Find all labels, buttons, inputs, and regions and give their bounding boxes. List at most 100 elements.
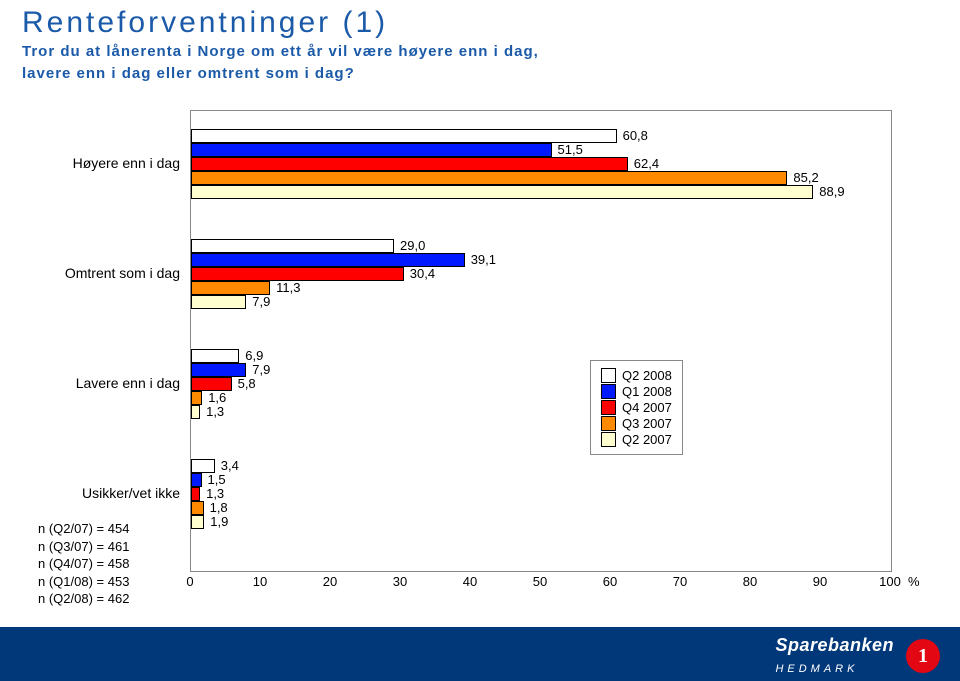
legend-item: Q3 2007 [601, 416, 672, 431]
legend-label: Q2 2007 [622, 432, 672, 447]
bar [191, 515, 204, 529]
bar [191, 267, 404, 281]
bar-value-label: 1,8 [210, 500, 228, 515]
x-tick: 0 [186, 574, 193, 589]
brand-badge-text: 1 [918, 645, 928, 668]
legend-item: Q2 2008 [601, 368, 672, 383]
bar-row: 7,9 [191, 295, 891, 309]
bar [191, 171, 787, 185]
bar [191, 281, 270, 295]
bar-row: 1,8 [191, 501, 891, 515]
bar-row: 30,4 [191, 267, 891, 281]
brand-main: Sparebanken [775, 635, 894, 655]
bar-value-label: 1,9 [210, 514, 228, 529]
x-tick: 70 [673, 574, 687, 589]
bar-row: 7,9 [191, 363, 891, 377]
brand-text: Sparebanken HEDMARK [775, 635, 894, 677]
chart: 60,851,562,485,288,929,039,130,411,37,96… [40, 110, 920, 570]
category-label: Omtrent som i dag [40, 265, 180, 281]
subtitle-line-1: Tror du at lånerenta i Norge om ett år v… [0, 40, 960, 62]
legend-label: Q4 2007 [622, 400, 672, 415]
footnote-line: n (Q4/07) = 458 [38, 555, 129, 573]
bar-row: 85,2 [191, 171, 891, 185]
bar-row: 60,8 [191, 129, 891, 143]
bar [191, 253, 465, 267]
bar-row: 11,3 [191, 281, 891, 295]
bar-row: 51,5 [191, 143, 891, 157]
bar-value-label: 1,3 [206, 486, 224, 501]
bar [191, 391, 202, 405]
bar [191, 473, 202, 487]
legend-item: Q1 2008 [601, 384, 672, 399]
bar-value-label: 1,5 [208, 472, 226, 487]
bar [191, 459, 215, 473]
legend-item: Q4 2007 [601, 400, 672, 415]
bar [191, 377, 232, 391]
bar-value-label: 60,8 [623, 128, 648, 143]
bar-row: 1,9 [191, 515, 891, 529]
bar-row: 6,9 [191, 349, 891, 363]
legend-swatch [601, 416, 616, 431]
legend-label: Q3 2007 [622, 416, 672, 431]
x-tick: 60 [603, 574, 617, 589]
bar-value-label: 88,9 [819, 184, 844, 199]
bar-row: 5,8 [191, 377, 891, 391]
legend-swatch [601, 400, 616, 415]
x-tick: 30 [393, 574, 407, 589]
bar-value-label: 85,2 [793, 170, 818, 185]
legend-swatch [601, 368, 616, 383]
category-label: Usikker/vet ikke [40, 485, 180, 501]
brand-sub: HEDMARK [775, 663, 858, 675]
x-tick: 100 [879, 574, 901, 589]
subtitle-line-2: lavere enn i dag eller omtrent som i dag… [0, 62, 960, 84]
bar [191, 157, 628, 171]
bar [191, 185, 813, 199]
bar-row: 1,3 [191, 405, 891, 419]
bar-row: 62,4 [191, 157, 891, 171]
bar [191, 487, 200, 501]
footer-brand: Sparebanken HEDMARK 1 [775, 635, 940, 677]
bar-value-label: 11,3 [276, 280, 300, 295]
bar-row: 1,5 [191, 473, 891, 487]
footnote-line: n (Q2/08) = 462 [38, 590, 129, 608]
legend-label: Q2 2008 [622, 368, 672, 383]
bar-value-label: 29,0 [400, 238, 425, 253]
x-tick: 50 [533, 574, 547, 589]
bar-row: 29,0 [191, 239, 891, 253]
x-tick: 90 [813, 574, 827, 589]
bar-row: 39,1 [191, 253, 891, 267]
bar-value-label: 7,9 [252, 362, 270, 377]
x-tick: 10 [253, 574, 267, 589]
slide: Renteforventninger (1) Tror du at lånere… [0, 0, 960, 681]
bar-value-label: 1,3 [206, 404, 224, 419]
legend-swatch [601, 432, 616, 447]
category-label: Lavere enn i dag [40, 375, 180, 391]
legend-item: Q2 2007 [601, 432, 672, 447]
sample-size-notes: n (Q2/07) = 454n (Q3/07) = 461n (Q4/07) … [38, 520, 129, 608]
legend-label: Q1 2008 [622, 384, 672, 399]
bar [191, 239, 394, 253]
legend-swatch [601, 384, 616, 399]
bar [191, 129, 617, 143]
page-title: Renteforventninger (1) [0, 0, 960, 40]
footnote-line: n (Q2/07) = 454 [38, 520, 129, 538]
bar [191, 143, 552, 157]
x-tick: 20 [323, 574, 337, 589]
bar-value-label: 7,9 [252, 294, 270, 309]
bar-value-label: 30,4 [410, 266, 435, 281]
bar-value-label: 3,4 [221, 458, 239, 473]
bar [191, 295, 246, 309]
bar-row: 3,4 [191, 459, 891, 473]
bar-row: 1,6 [191, 391, 891, 405]
bar [191, 501, 204, 515]
bar-row: 88,9 [191, 185, 891, 199]
x-tick: 80 [743, 574, 757, 589]
legend: Q2 2008Q1 2008Q4 2007Q3 2007Q2 2007 [590, 360, 683, 455]
bar [191, 363, 246, 377]
x-axis: 0102030405060708090100% [190, 572, 890, 592]
bar [191, 349, 239, 363]
bar-value-label: 51,5 [558, 142, 583, 157]
footer-bar: Sparebanken HEDMARK 1 [0, 627, 960, 681]
percent-symbol: % [908, 574, 920, 589]
bar-value-label: 62,4 [634, 156, 659, 171]
